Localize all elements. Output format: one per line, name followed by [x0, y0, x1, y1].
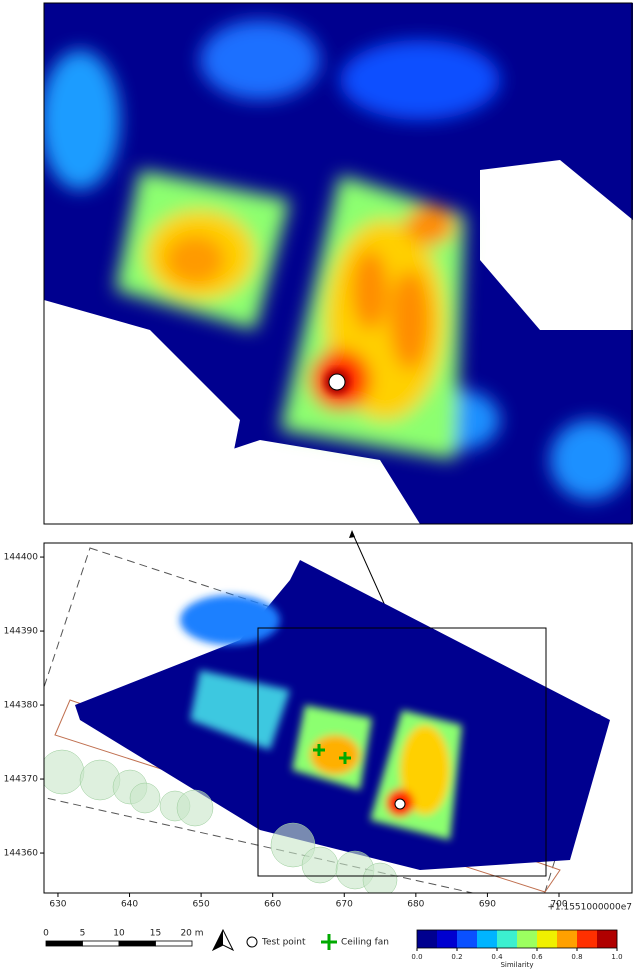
colorbar-tick-label: 0.2	[451, 953, 462, 961]
y-tick-label: 144360	[4, 849, 39, 859]
scale-segment	[45, 940, 83, 947]
arrow-head	[349, 530, 355, 538]
colorbar-cell	[537, 930, 558, 948]
x-tick-label: 640	[121, 900, 138, 910]
colorbar-cell	[517, 930, 538, 948]
scale-label: 20 m	[180, 929, 203, 939]
colorbar-tick-label: 1.0	[611, 953, 622, 961]
colorbar-label: Similarity	[500, 961, 533, 969]
colorbar-cell	[437, 930, 458, 948]
colorbar-cell	[497, 930, 518, 948]
x-tick-label: 650	[193, 900, 210, 910]
colorbar-cell	[417, 930, 438, 948]
north-arrow	[211, 928, 235, 952]
x-tick-label: 680	[407, 900, 424, 910]
scale-label: 10	[113, 929, 125, 939]
scale-segment	[82, 940, 120, 947]
test-point-symbol	[246, 936, 258, 948]
scale-segment	[155, 940, 193, 947]
zoom-frame	[43, 2, 633, 525]
y-tick-label: 144370	[4, 775, 39, 785]
y-tick-label: 144380	[4, 701, 39, 711]
scale-label: 5	[80, 929, 86, 939]
legend-label: Ceiling fan	[341, 938, 389, 948]
colorbar-cell	[577, 930, 598, 948]
colorbar-cell	[477, 930, 498, 948]
colorbar-tick-label: 0.4	[491, 953, 503, 961]
legend-label: Test point	[261, 938, 306, 948]
x-offset: +1.1551000000e7	[547, 903, 632, 913]
x-tick-label: 630	[49, 900, 66, 910]
colorbar-tick-label: 0.0	[411, 953, 422, 961]
scale-label: 0	[43, 929, 49, 939]
scale-segment	[118, 940, 156, 947]
x-tick-label: 700	[550, 900, 567, 910]
x-tick-label: 690	[479, 900, 496, 910]
colorbar-tick-label: 0.6	[531, 953, 543, 961]
x-tick-label: 660	[264, 900, 281, 910]
scale-label: 15	[150, 929, 161, 939]
colorbar-cell	[597, 930, 618, 948]
colorbar-tick-label: 0.8	[571, 953, 582, 961]
zoom-heatmap	[44, 3, 633, 524]
colorbar-frame	[416, 929, 618, 949]
x-tick-label: 670	[336, 900, 353, 910]
y-tick-label: 144390	[4, 627, 39, 637]
axes-frame	[43, 542, 633, 894]
colorbar-cell	[457, 930, 478, 948]
y-tick-label: 144400	[4, 553, 39, 563]
site-map	[44, 547, 610, 893]
colorbar-cell	[557, 930, 578, 948]
ceiling-fan-symbol	[321, 934, 337, 950]
